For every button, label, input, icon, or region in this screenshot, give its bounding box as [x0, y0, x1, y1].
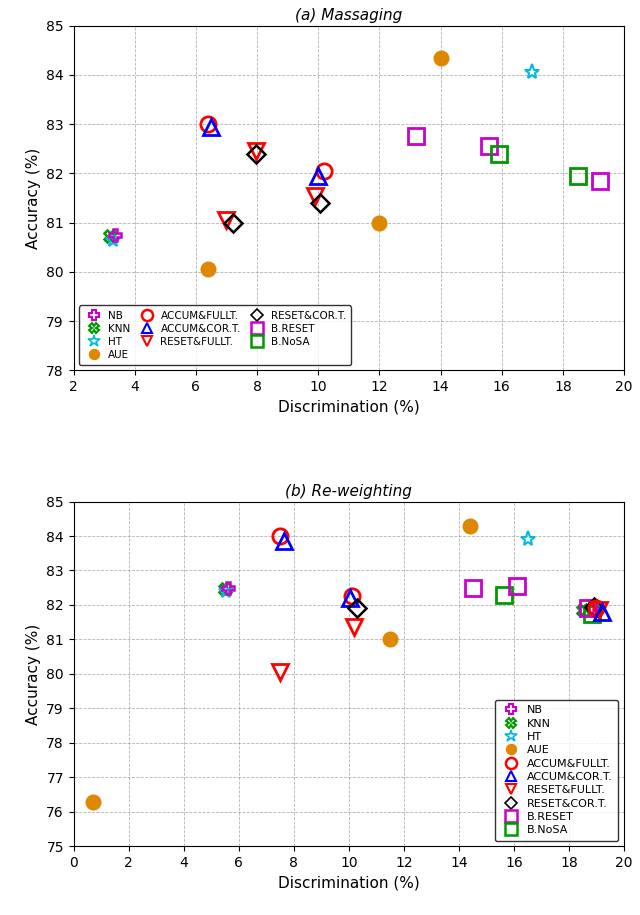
- Title: (a) Massaging: (a) Massaging: [295, 8, 403, 23]
- Legend: NB, KNN, HT, AUE, ACCUM&FULLT., ACCUM&COR.T., RESET&FULLT., RESET&COR.T., B.RESE: NB, KNN, HT, AUE, ACCUM&FULLT., ACCUM&CO…: [495, 700, 618, 841]
- Y-axis label: Accuracy (%): Accuracy (%): [26, 147, 40, 249]
- Y-axis label: Accuracy (%): Accuracy (%): [26, 623, 40, 725]
- X-axis label: Discrimination (%): Discrimination (%): [278, 400, 420, 414]
- X-axis label: Discrimination (%): Discrimination (%): [278, 876, 420, 890]
- Legend: NB, KNN, HT, AUE, ACCUM&FULLT., ACCUM&COR.T., RESET&FULLT., RESET&COR.T., B.RESE: NB, KNN, HT, AUE, ACCUM&FULLT., ACCUM&CO…: [79, 306, 351, 365]
- Title: (b) Re-weighting: (b) Re-weighting: [285, 484, 412, 499]
